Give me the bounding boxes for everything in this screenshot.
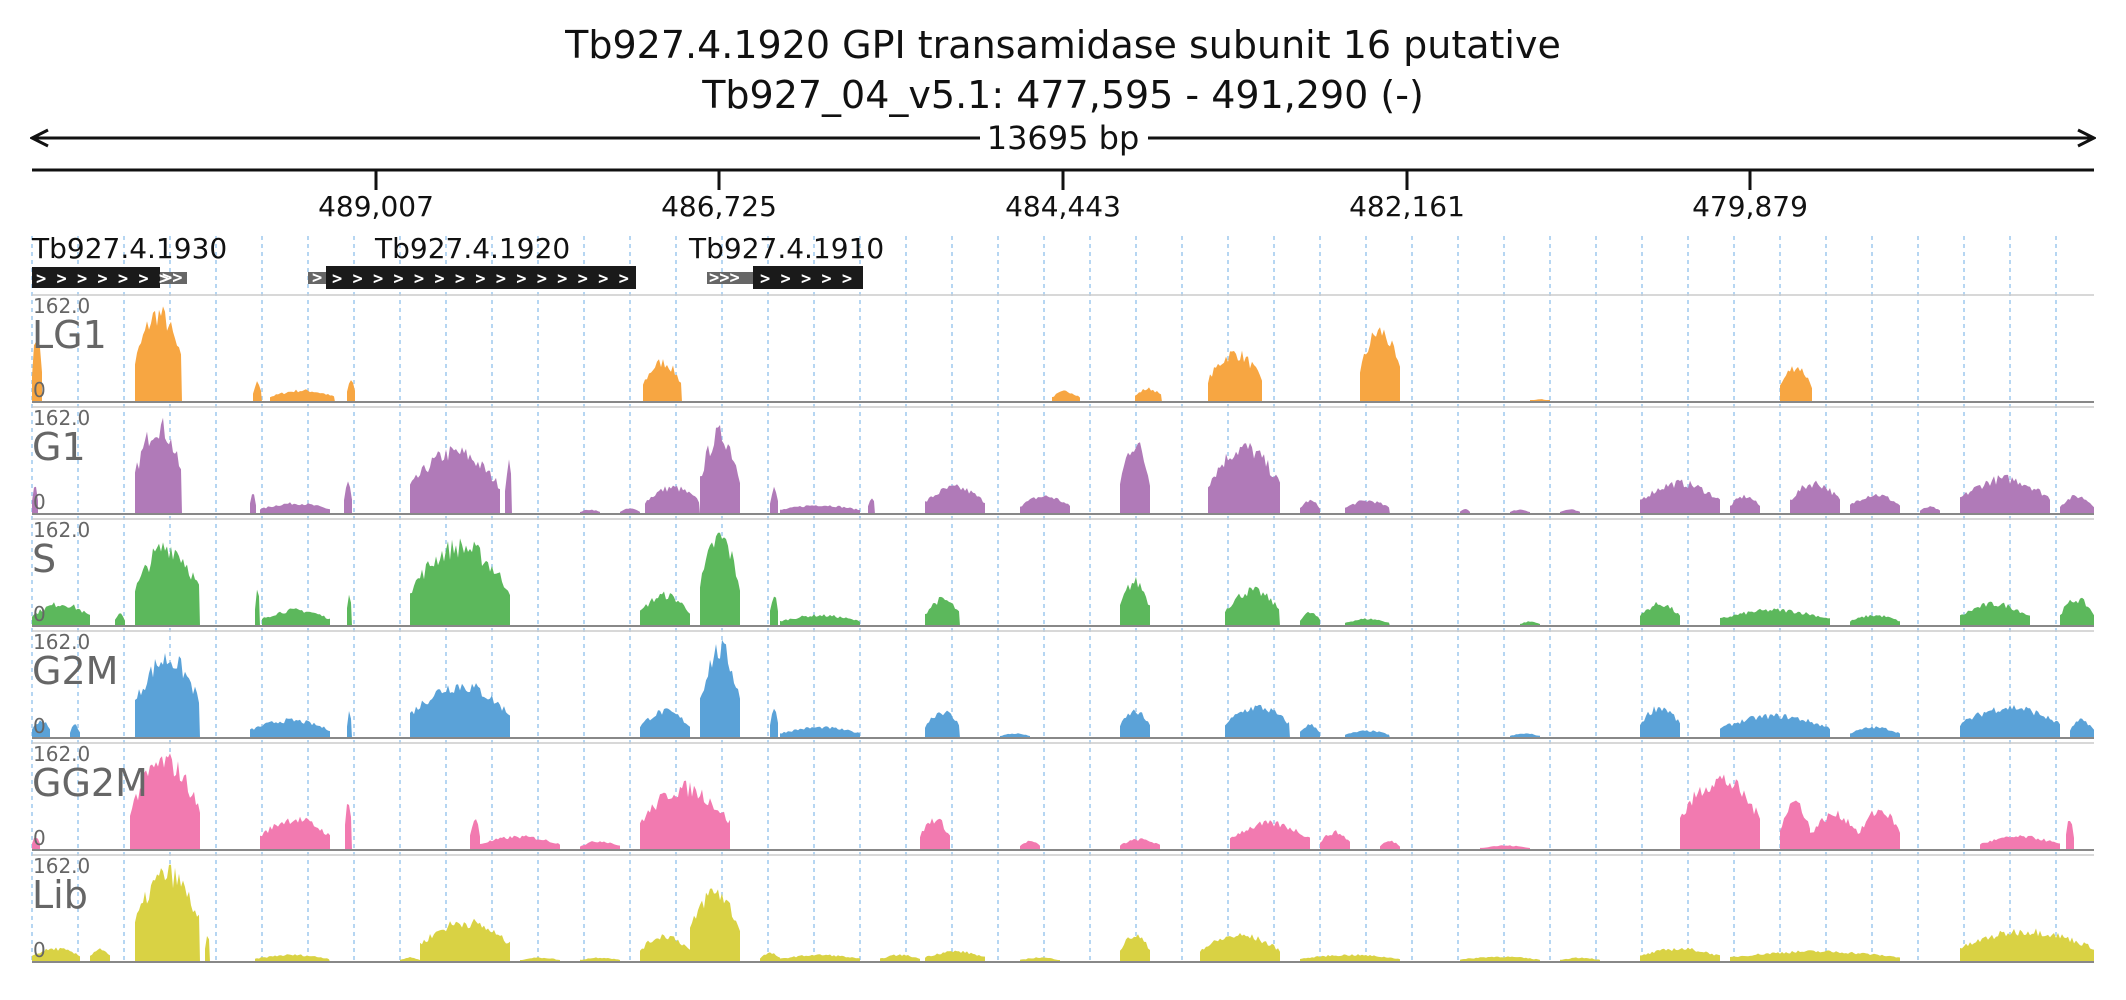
coverage-area bbox=[32, 306, 1812, 402]
track-min-label: 0 bbox=[33, 378, 46, 402]
gene-label: Tb927.4.1930 bbox=[31, 232, 227, 265]
axis-tick-label: 482,161 bbox=[1349, 190, 1465, 223]
strand-arrows: >> bbox=[162, 268, 182, 288]
gene-tb927-4-1930[interactable]: Tb927.4.1930 > > > > > > > >> bbox=[31, 232, 227, 289]
axis-tick-label: 479,879 bbox=[1692, 190, 1808, 223]
coverage-area bbox=[32, 532, 2094, 626]
title-line-1: Tb927.4.1920 GPI transamidase subunit 16… bbox=[564, 23, 1561, 67]
track-name: GG2M bbox=[32, 761, 148, 805]
track-name: G2M bbox=[32, 649, 118, 693]
track-min-label: 0 bbox=[33, 714, 46, 738]
track-max-label: 162.0 bbox=[33, 294, 90, 318]
track-max-label: 162.0 bbox=[33, 854, 90, 878]
gene-tb927-4-1910[interactable]: Tb927.4.1910 >>> > > > > > > bbox=[688, 232, 884, 289]
track-s: 162.0 S 0 bbox=[32, 518, 2094, 627]
vertical-gridlines bbox=[31, 236, 2057, 962]
gene-cds bbox=[32, 267, 160, 288]
gene-utr bbox=[707, 272, 757, 284]
track-max-label: 162.0 bbox=[33, 742, 90, 766]
track-name: Lib bbox=[32, 873, 88, 917]
track-min-label: 0 bbox=[33, 602, 46, 626]
track-max-label: 162.0 bbox=[33, 630, 90, 654]
gene-cds bbox=[753, 266, 863, 289]
gene-cds bbox=[326, 266, 636, 289]
strand-arrows: > > > > > > bbox=[760, 269, 873, 289]
track-min-label: 0 bbox=[33, 938, 46, 962]
coordinate-axis: 489,007 486,725 484,443 482,161 479,879 bbox=[32, 168, 2094, 223]
strand-arrows: > bbox=[312, 268, 322, 288]
span-length-label: 13695 bp bbox=[987, 119, 1140, 157]
track-min-label: 0 bbox=[33, 826, 46, 850]
span-ruler: 13695 bp bbox=[32, 119, 2094, 157]
title-line-2: Tb927_04_v5.1: 477,595 - 491,290 (-) bbox=[701, 73, 1424, 117]
gene-utr bbox=[155, 272, 187, 284]
track-name: S bbox=[32, 537, 56, 581]
track-name: LG1 bbox=[32, 313, 107, 357]
coverage-area bbox=[32, 753, 2074, 850]
track-lg1: 162.0 LG1 0 bbox=[32, 294, 2094, 403]
axis-tick-label: 484,443 bbox=[1005, 190, 1121, 223]
axis-tick-label: 486,725 bbox=[661, 190, 777, 223]
axis-ticks: 489,007 486,725 484,443 482,161 479,879 bbox=[318, 170, 1808, 223]
track-g1: 162.0 G1 0 bbox=[32, 406, 2094, 515]
strand-arrows: > > > > > > > bbox=[36, 269, 169, 289]
track-g2m: 162.0 G2M 0 bbox=[32, 630, 2094, 739]
strand-arrows: > > > > > > > > > > > > > > > > > > bbox=[332, 269, 690, 289]
track-lib: 162.0 Lib 0 bbox=[32, 854, 2094, 963]
strand-arrows: >>> bbox=[709, 268, 740, 288]
track-gg2m: 162.0 GG2M 0 bbox=[32, 742, 2094, 851]
gene-track: Tb927.4.1930 > > > > > > > >> Tb927.4.19… bbox=[31, 232, 884, 289]
coverage-area bbox=[32, 417, 2094, 514]
gene-label: Tb927.4.1920 bbox=[374, 232, 570, 265]
axis-tick-label: 489,007 bbox=[318, 190, 434, 223]
coverage-area bbox=[32, 639, 2094, 738]
gene-label: Tb927.4.1910 bbox=[688, 232, 884, 265]
coverage-tracks: 162.0 LG1 0 162.0 G1 0 162.0 S 0 162.0 G… bbox=[32, 294, 2094, 963]
track-name: G1 bbox=[32, 425, 86, 469]
gene-utr bbox=[308, 272, 330, 284]
coverage-area bbox=[32, 864, 2094, 962]
track-max-label: 162.0 bbox=[33, 406, 90, 430]
gene-tb927-4-1920[interactable]: Tb927.4.1920 > > > > > > > > > > > > > >… bbox=[308, 232, 690, 289]
track-min-label: 0 bbox=[33, 490, 46, 514]
track-max-label: 162.0 bbox=[33, 518, 90, 542]
